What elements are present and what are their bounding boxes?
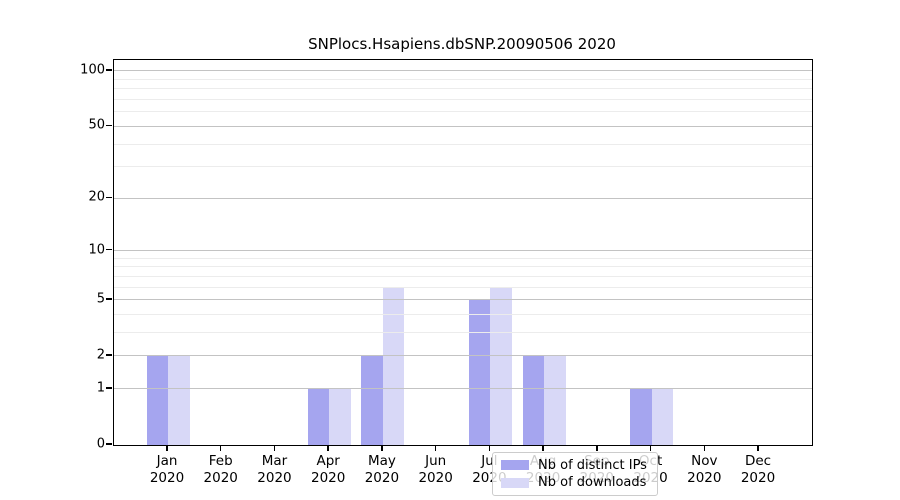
gridline-20 bbox=[114, 197, 812, 199]
y-tick-label-100: 100 bbox=[80, 62, 105, 78]
y-tick-label-50: 50 bbox=[88, 117, 105, 133]
bar-downloads-may bbox=[382, 287, 405, 445]
y-tick-mark-10 bbox=[106, 248, 112, 251]
x-tick-label-apr: Apr 2020 bbox=[311, 453, 346, 486]
x-tick-mark-jan bbox=[166, 446, 168, 451]
bar-distinct-ips-jan bbox=[146, 355, 168, 445]
gridline-minor-40 bbox=[114, 143, 812, 145]
y-tick-label-0: 0 bbox=[96, 436, 105, 452]
gridline-minor-6 bbox=[114, 286, 812, 288]
y-tick-label-2: 2 bbox=[96, 347, 105, 363]
y-tick-label-10: 10 bbox=[88, 242, 105, 258]
x-tick-mark-dec bbox=[757, 446, 759, 451]
legend-label-downloads: Nb of downloads bbox=[538, 475, 647, 491]
x-tick-label-mar: Mar 2020 bbox=[257, 453, 292, 486]
gridline-minor-9 bbox=[114, 257, 812, 259]
x-tick-mark-jul bbox=[488, 446, 491, 451]
gridline-minor-8 bbox=[114, 266, 812, 268]
y-tick-mark-0 bbox=[106, 443, 112, 445]
gridline-minor-60 bbox=[114, 111, 812, 113]
gridline-minor-80 bbox=[114, 88, 812, 90]
bar-distinct-ips-apr bbox=[307, 388, 330, 445]
gridline-5 bbox=[114, 299, 812, 301]
legend-item-distinct-ips: Nb of distinct IPs bbox=[493, 458, 657, 473]
gridline-2 bbox=[114, 355, 812, 357]
gridline-minor-4 bbox=[114, 314, 812, 316]
x-tick-mark-jun bbox=[434, 446, 437, 451]
x-tick-mark-nov bbox=[703, 446, 706, 451]
bar-distinct-ips-may bbox=[361, 355, 383, 445]
legend-swatch-downloads-icon bbox=[501, 477, 529, 488]
gridline-10 bbox=[114, 250, 812, 252]
gridline-minor-7 bbox=[114, 275, 812, 277]
legend-item-downloads: Nb of downloads bbox=[493, 475, 657, 490]
gridline-1 bbox=[114, 388, 812, 390]
y-tick-mark-50 bbox=[106, 124, 112, 127]
x-tick-label-feb: Feb 2020 bbox=[203, 453, 238, 486]
chart-title: SNPlocs.Hsapiens.dbSNP.20090506 2020 bbox=[308, 35, 616, 53]
x-tick-mark-feb bbox=[219, 446, 222, 451]
x-tick-mark-aug bbox=[542, 446, 544, 451]
gridline-50 bbox=[114, 125, 812, 127]
x-tick-label-jun: Jun 2020 bbox=[418, 453, 453, 486]
y-tick-mark-100 bbox=[106, 69, 112, 71]
x-tick-mark-apr bbox=[327, 446, 329, 451]
bar-downloads-jan bbox=[168, 355, 190, 445]
y-tick-label-1: 1 bbox=[96, 380, 105, 396]
y-tick-mark-1 bbox=[106, 387, 112, 389]
bar-distinct-ips-oct bbox=[630, 388, 652, 445]
x-tick-label-jan: Jan 2020 bbox=[149, 453, 185, 486]
legend-swatch-distinct-ips-icon bbox=[501, 460, 529, 471]
legend: Nb of distinct IPs Nb of downloads bbox=[492, 452, 658, 496]
legend-label-distinct-ips: Nb of distinct IPs bbox=[538, 457, 647, 473]
y-tick-mark-20 bbox=[106, 196, 112, 199]
bar-downloads-apr bbox=[329, 388, 351, 445]
plot-area: Nb of distinct IPs Nb of downloads bbox=[113, 59, 813, 496]
y-tick-mark-5 bbox=[106, 298, 112, 300]
gridline-minor-3 bbox=[114, 332, 812, 334]
x-tick-label-dec: Dec 2020 bbox=[740, 453, 776, 486]
bar-downloads-aug bbox=[544, 355, 566, 445]
gridline-minor-30 bbox=[114, 166, 812, 168]
x-tick-mark-sep bbox=[596, 446, 598, 451]
y-tick-label-5: 5 bbox=[96, 291, 105, 307]
bar-distinct-ips-jul bbox=[468, 299, 491, 445]
x-tick-label-may: May 2020 bbox=[364, 453, 400, 486]
gridline-minor-70 bbox=[114, 99, 812, 101]
bar-downloads-jul bbox=[490, 287, 512, 445]
gridline-100 bbox=[114, 70, 812, 72]
x-tick-mark-mar bbox=[273, 446, 276, 451]
y-tick-mark-2 bbox=[106, 354, 112, 356]
x-tick-mark-oct bbox=[649, 446, 652, 451]
bar-distinct-ips-aug bbox=[522, 355, 545, 445]
x-tick-label-nov: Nov 2020 bbox=[687, 453, 722, 486]
y-tick-label-20: 20 bbox=[88, 189, 105, 205]
gridline-minor-90 bbox=[114, 78, 812, 80]
x-tick-mark-may bbox=[381, 446, 383, 451]
bar-downloads-oct bbox=[651, 388, 674, 445]
